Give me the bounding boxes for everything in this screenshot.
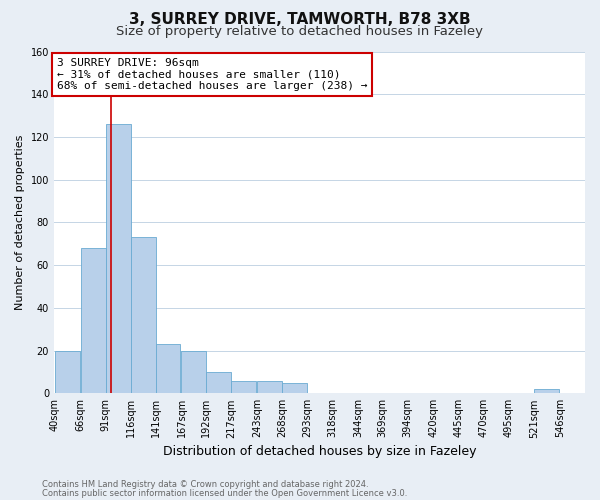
Bar bbox=[81, 248, 106, 394]
Bar bbox=[106, 124, 131, 394]
Bar bbox=[257, 380, 282, 394]
Bar bbox=[206, 372, 231, 394]
Text: 3 SURREY DRIVE: 96sqm
← 31% of detached houses are smaller (110)
68% of semi-det: 3 SURREY DRIVE: 96sqm ← 31% of detached … bbox=[57, 58, 367, 91]
Y-axis label: Number of detached properties: Number of detached properties bbox=[15, 134, 25, 310]
Bar bbox=[534, 389, 559, 394]
Bar bbox=[181, 350, 206, 394]
X-axis label: Distribution of detached houses by size in Fazeley: Distribution of detached houses by size … bbox=[163, 444, 476, 458]
Bar bbox=[155, 344, 181, 394]
Text: Size of property relative to detached houses in Fazeley: Size of property relative to detached ho… bbox=[116, 25, 484, 38]
Bar bbox=[231, 380, 256, 394]
Text: Contains HM Land Registry data © Crown copyright and database right 2024.: Contains HM Land Registry data © Crown c… bbox=[42, 480, 368, 489]
Bar bbox=[55, 350, 80, 394]
Bar bbox=[131, 238, 155, 394]
Text: 3, SURREY DRIVE, TAMWORTH, B78 3XB: 3, SURREY DRIVE, TAMWORTH, B78 3XB bbox=[129, 12, 471, 28]
Text: Contains public sector information licensed under the Open Government Licence v3: Contains public sector information licen… bbox=[42, 488, 407, 498]
Bar bbox=[282, 382, 307, 394]
